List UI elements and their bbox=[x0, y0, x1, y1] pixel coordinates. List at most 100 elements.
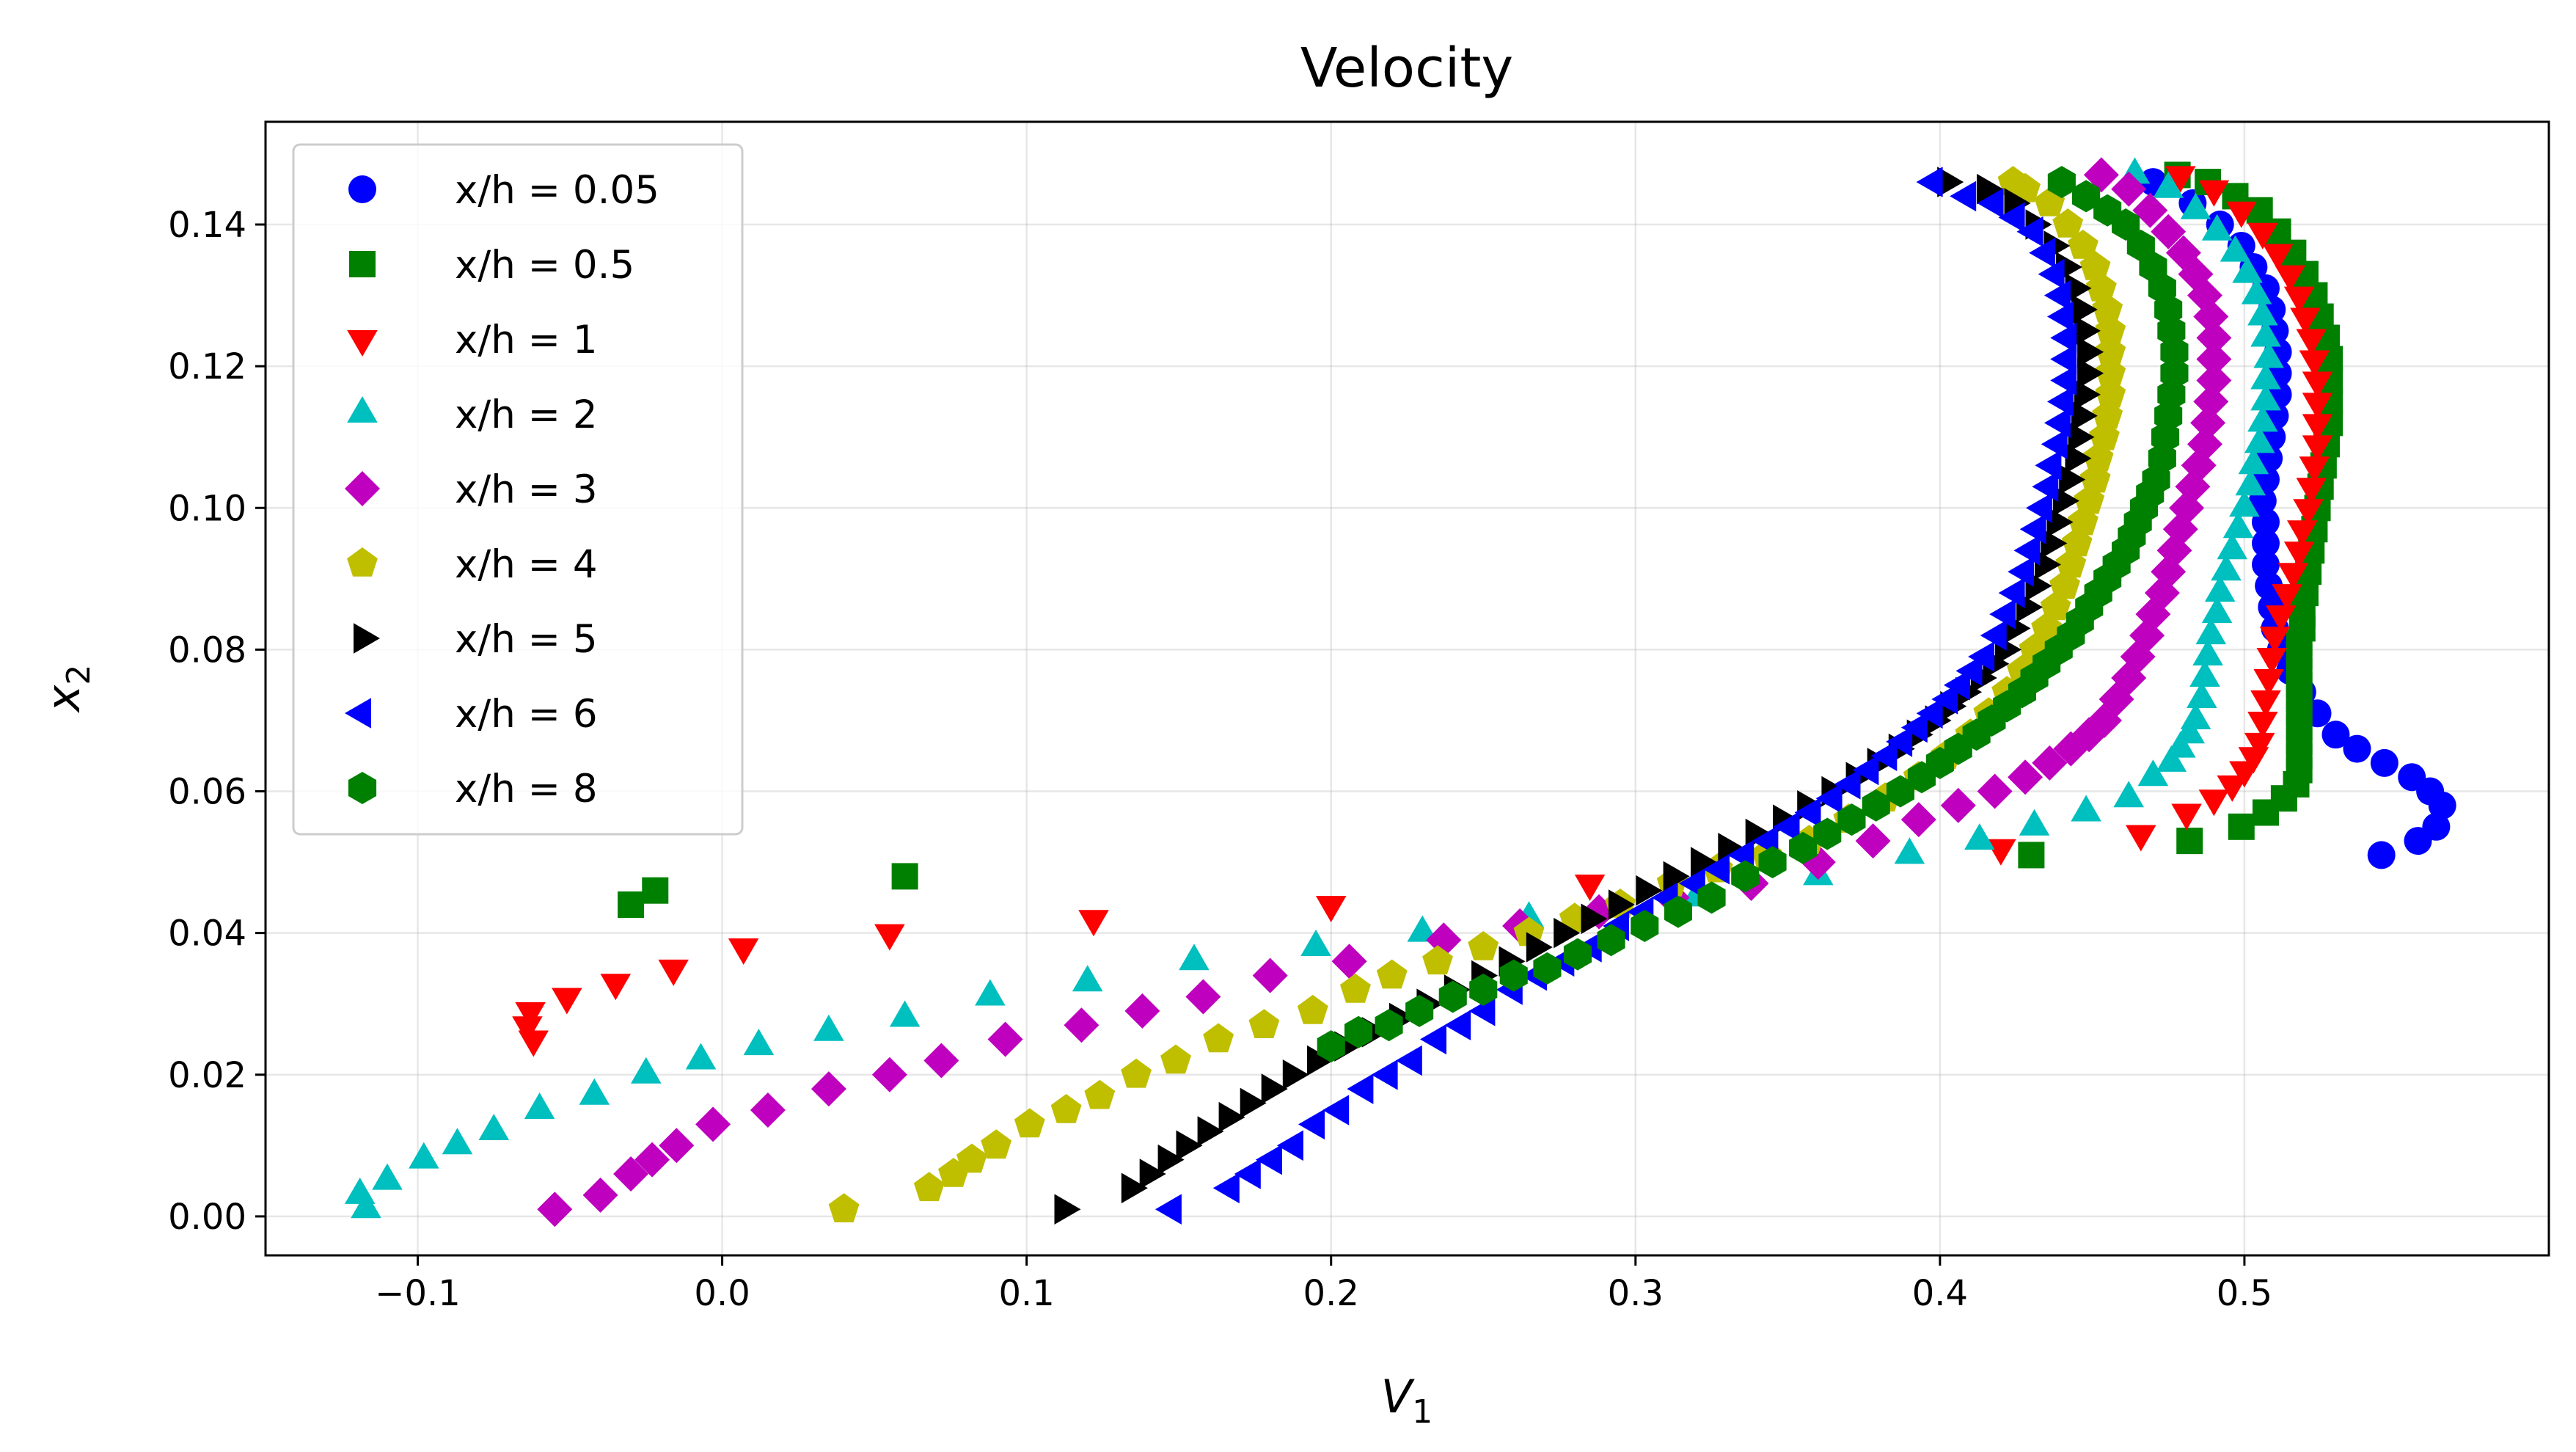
y-axis-title-sub: 2 bbox=[60, 665, 98, 685]
data-point bbox=[2050, 322, 2077, 354]
data-point bbox=[1438, 980, 1467, 1013]
data-point bbox=[1444, 1010, 1471, 1040]
data-point bbox=[1203, 1023, 1234, 1053]
y-tick-label: 0.10 bbox=[168, 488, 246, 529]
legend-marker bbox=[347, 547, 378, 577]
data-point bbox=[2035, 450, 2062, 481]
data-point bbox=[2343, 734, 2371, 763]
data-point bbox=[2165, 235, 2201, 271]
data-point bbox=[2047, 386, 2074, 417]
data-point bbox=[1064, 1007, 1099, 1043]
data-point bbox=[1989, 599, 2016, 630]
y-tick-label: 0.04 bbox=[168, 913, 246, 955]
data-point bbox=[515, 1002, 546, 1029]
data-point bbox=[750, 1092, 786, 1128]
data-point bbox=[2247, 222, 2278, 249]
data-point bbox=[1940, 787, 1976, 823]
data-point bbox=[2277, 563, 2309, 590]
data-point bbox=[1420, 1024, 1446, 1055]
data-point bbox=[2302, 435, 2333, 462]
legend-marker bbox=[345, 698, 371, 729]
data-point bbox=[631, 1057, 662, 1084]
data-point bbox=[1297, 994, 1328, 1024]
data-point bbox=[1931, 684, 1958, 715]
data-point bbox=[1977, 173, 2004, 205]
data-point bbox=[524, 1092, 555, 1119]
y-axis-title: x2 bbox=[37, 665, 98, 714]
data-point bbox=[1815, 783, 1843, 814]
data-point bbox=[2229, 490, 2260, 517]
data-point bbox=[2132, 192, 2168, 228]
data-point bbox=[1697, 881, 1726, 914]
data-point bbox=[2038, 258, 2065, 290]
legend-box bbox=[292, 143, 744, 836]
data-point bbox=[1916, 698, 1943, 729]
y-axis-title-base: x bbox=[37, 684, 90, 713]
data-point bbox=[2077, 337, 2104, 368]
data-point bbox=[2201, 597, 2233, 624]
data-point bbox=[1977, 773, 2013, 809]
data-point bbox=[2251, 508, 2280, 536]
legend-label: x/h = 0.05 bbox=[455, 168, 659, 213]
legend-label: x/h = 4 bbox=[455, 542, 598, 587]
data-point bbox=[2283, 541, 2315, 569]
data-point bbox=[1563, 938, 1592, 971]
data-point bbox=[1234, 1159, 1261, 1189]
data-point bbox=[2299, 456, 2330, 484]
y-tick-label: 0.06 bbox=[168, 772, 246, 813]
data-point bbox=[1718, 833, 1745, 864]
data-point bbox=[1554, 917, 1581, 949]
data-point bbox=[2187, 426, 2222, 462]
data-point bbox=[1050, 1094, 1082, 1123]
data-point bbox=[2226, 201, 2257, 228]
legend-label: x/h = 2 bbox=[455, 393, 598, 437]
data-point bbox=[1663, 861, 1690, 892]
data-point bbox=[2247, 405, 2278, 432]
data-point bbox=[811, 1071, 846, 1107]
x-tick-label: 0.3 bbox=[1608, 1273, 1664, 1314]
data-point bbox=[1855, 823, 1891, 859]
legend-marker bbox=[345, 471, 380, 506]
data-point bbox=[1315, 896, 1347, 922]
data-point bbox=[1072, 965, 1103, 992]
data-point bbox=[2196, 362, 2232, 398]
data-point bbox=[2113, 781, 2144, 808]
data-point bbox=[1240, 1087, 1267, 1119]
data-point bbox=[1078, 910, 1109, 937]
data-point bbox=[1121, 1058, 1152, 1088]
data-point bbox=[1998, 577, 2025, 608]
data-point bbox=[2029, 237, 2056, 269]
data-point bbox=[2008, 556, 2035, 587]
data-point bbox=[2165, 731, 2196, 758]
data-point bbox=[1468, 931, 1499, 960]
data-point bbox=[1900, 712, 1928, 743]
data-point bbox=[1955, 655, 1983, 687]
legend-marker bbox=[349, 251, 376, 277]
data-point bbox=[552, 988, 582, 1015]
data-point bbox=[2013, 535, 2041, 566]
legend-label: x/h = 1 bbox=[455, 318, 598, 362]
data-point bbox=[2302, 414, 2333, 441]
x-tick-label: −0.1 bbox=[375, 1273, 461, 1314]
data-point bbox=[981, 1129, 1012, 1159]
data-point bbox=[1282, 1059, 1309, 1090]
data-point bbox=[2196, 341, 2232, 377]
data-point bbox=[2255, 572, 2283, 600]
data-point bbox=[2193, 384, 2229, 420]
data-point bbox=[2139, 251, 2167, 283]
data-point bbox=[1870, 740, 1898, 771]
data-point bbox=[2153, 171, 2184, 198]
data-point bbox=[582, 1177, 618, 1213]
data-point bbox=[2187, 682, 2217, 708]
data-point bbox=[442, 1128, 473, 1155]
data-point bbox=[579, 1078, 610, 1105]
data-point bbox=[1631, 910, 1659, 942]
legend-label: x/h = 6 bbox=[455, 692, 598, 737]
data-point bbox=[1581, 903, 1608, 935]
data-point bbox=[1054, 1194, 1081, 1225]
data-point bbox=[1837, 803, 1866, 836]
data-point bbox=[1124, 993, 1160, 1029]
data-point bbox=[743, 1029, 775, 1056]
data-point bbox=[2180, 703, 2211, 729]
data-point bbox=[618, 891, 645, 919]
